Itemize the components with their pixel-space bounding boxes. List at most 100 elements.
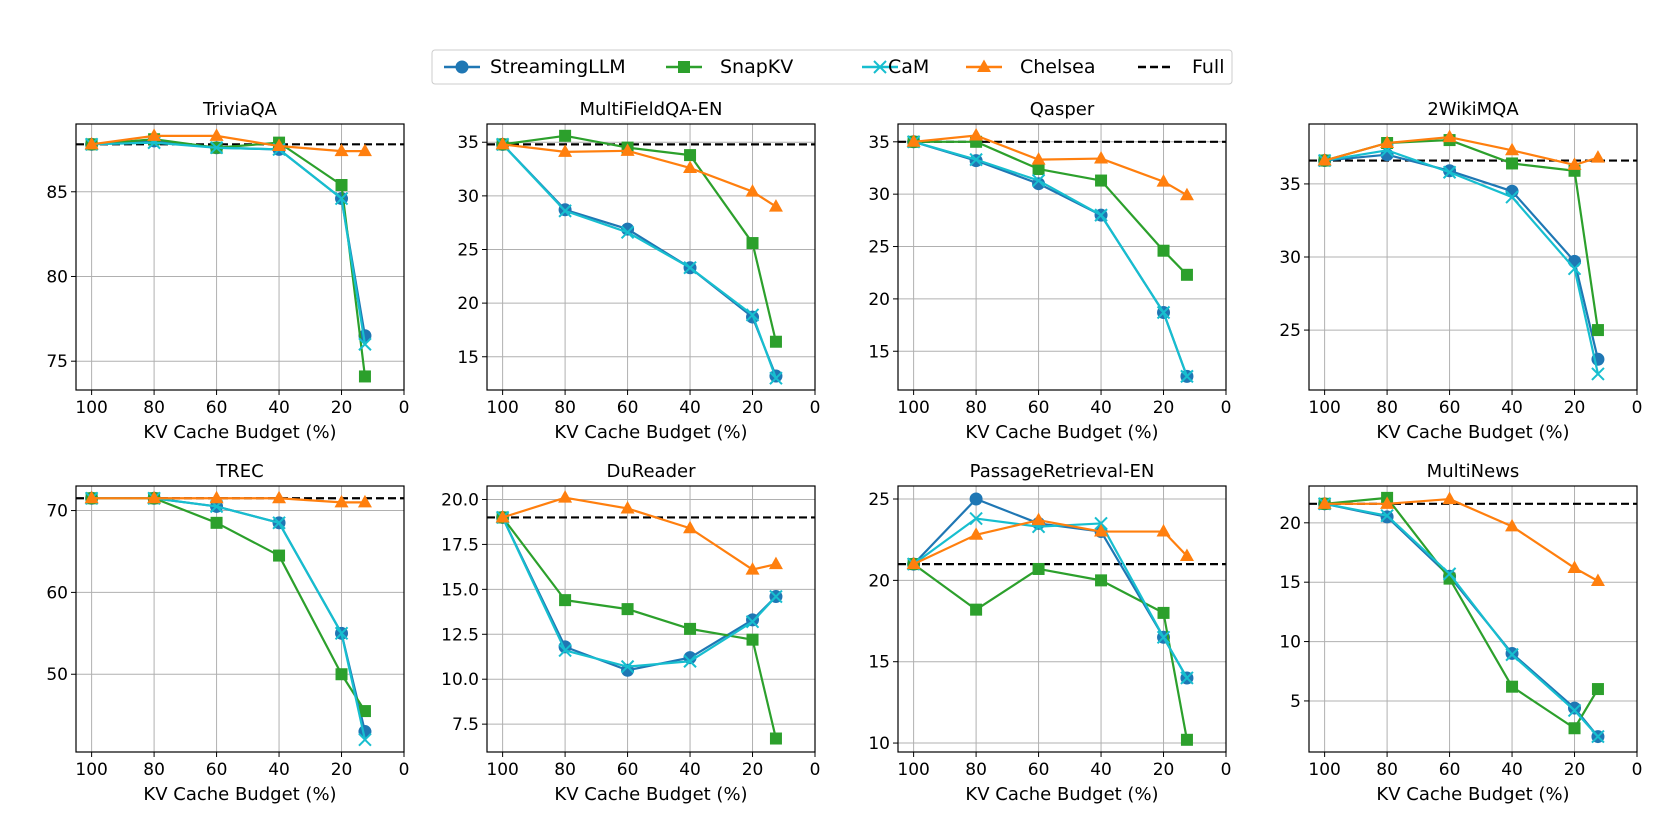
x-tick-label: 40 [1090,760,1112,780]
y-tick-label: 15.0 [441,580,479,600]
data-point-snapkv [358,705,371,718]
plot-area [1317,129,1605,381]
x-tick-label: 40 [1501,760,1523,780]
series-snapkv [907,558,1193,746]
series-streamingllm [496,137,783,383]
series-cam [84,491,372,747]
series-line-cam [913,140,1188,377]
data-point-chelsea [558,490,573,503]
plot-area [84,490,372,747]
series-chelsea [495,136,783,212]
data-point-snapkv [684,149,697,162]
series-line-snapkv [501,516,778,739]
data-point-cam [1567,703,1582,718]
data-point-snapkv [684,622,697,635]
data-point-snapkv [358,370,371,383]
x-tick-label: 60 [617,398,639,418]
plot-area [1317,491,1605,744]
data-point-snapkv [1180,733,1193,746]
series-line-streamingllm [91,139,367,336]
data-point-cam [1156,630,1171,645]
data-point-chelsea [969,128,984,141]
x-axis-label: KV Cache Budget (%) [143,784,336,805]
data-point-chelsea [272,138,287,152]
x-tick-label: 60 [206,398,228,418]
chart-title: Qasper [1030,99,1095,120]
x-tick-label: 100 [897,760,929,780]
data-point-chelsea [1094,151,1109,164]
x-axis-label: KV Cache Budget (%) [554,784,747,805]
series-snapkv [1318,134,1604,337]
series-line-streamingllm [1324,502,1599,738]
data-point-cam [683,654,697,668]
y-tick-label: 25 [1279,321,1301,341]
x-tick-label: 80 [965,398,987,418]
y-tick-label: 60 [46,583,68,603]
data-point-chelsea [1442,491,1457,505]
grid [487,486,816,752]
y-tick-label: 70 [46,502,68,522]
x-tick-label: 0 [1221,398,1232,418]
chart-title: TriviaQA [202,99,278,120]
series-line-streamingllm [913,140,1188,377]
data-point-snapkv [1032,562,1045,575]
data-point-cam [1094,516,1108,531]
y-tick-label: 12.5 [441,625,479,645]
series-line-snapkv [91,138,367,377]
y-tick-label: 25 [457,240,479,260]
plot-area [495,129,783,385]
x-tick-label: 60 [1028,760,1050,780]
axes-frame [1308,485,1638,753]
data-point-chelsea [272,490,287,504]
data-point-chelsea [683,160,698,173]
y-tick-label: 20 [868,571,890,591]
series-streamingllm [1318,497,1605,744]
y-tick-label: 30 [457,187,479,207]
data-point-cam [620,659,635,674]
x-tick-label: 40 [268,760,290,780]
data-point-chelsea [768,556,783,570]
y-tick-label: 10 [868,734,890,754]
y-tick-label: 35 [457,133,479,153]
x-tick-label: 80 [143,398,165,418]
data-point-cam [358,337,372,351]
x-axis-label: KV Cache Budget (%) [1376,422,1569,443]
data-point-snapkv [1180,268,1193,281]
series-cam [906,135,1194,384]
axes-frame [486,123,816,391]
series-cam [495,137,783,385]
x-axis-label: KV Cache Budget (%) [965,422,1158,443]
x-tick-label: 40 [679,398,701,418]
y-tick-label: 35 [868,133,890,153]
series-line-cam [501,516,777,668]
data-point-snapkv [210,516,223,529]
data-point-snapkv [273,549,286,562]
y-tick-label: 20 [1279,514,1301,534]
y-tick-label: 15 [1279,573,1301,593]
legend-entry-chelsea: Chelsea [966,56,1096,78]
data-point-chelsea [209,490,224,504]
x-tick-label: 60 [1439,760,1461,780]
legend-marker-cam [873,60,887,74]
data-point-snapkv [769,732,782,745]
legend-frame [431,49,1233,85]
y-tick-label: 15 [457,348,479,368]
data-point-cam [745,308,760,322]
panel-2wikimqa: 100 80 60 40 20 0 25 30 35 2WikiMQA KV Cache Budge… [1279,99,1642,443]
series-cam [1317,143,1605,381]
data-point-cam [1442,165,1457,179]
data-point-snapkv [559,594,572,607]
data-point-chelsea [1567,157,1582,170]
series-line-cam [91,497,367,740]
data-point-cam [1505,647,1519,662]
data-point-cam [1180,369,1194,384]
data-point-chelsea [1590,150,1605,163]
data-point-snapkv [1568,722,1581,735]
axes-frame [486,485,816,753]
series-snapkv [907,135,1193,281]
x-tick-label: 100 [897,398,929,418]
data-point-cam [969,152,983,167]
series-streamingllm [85,134,372,343]
